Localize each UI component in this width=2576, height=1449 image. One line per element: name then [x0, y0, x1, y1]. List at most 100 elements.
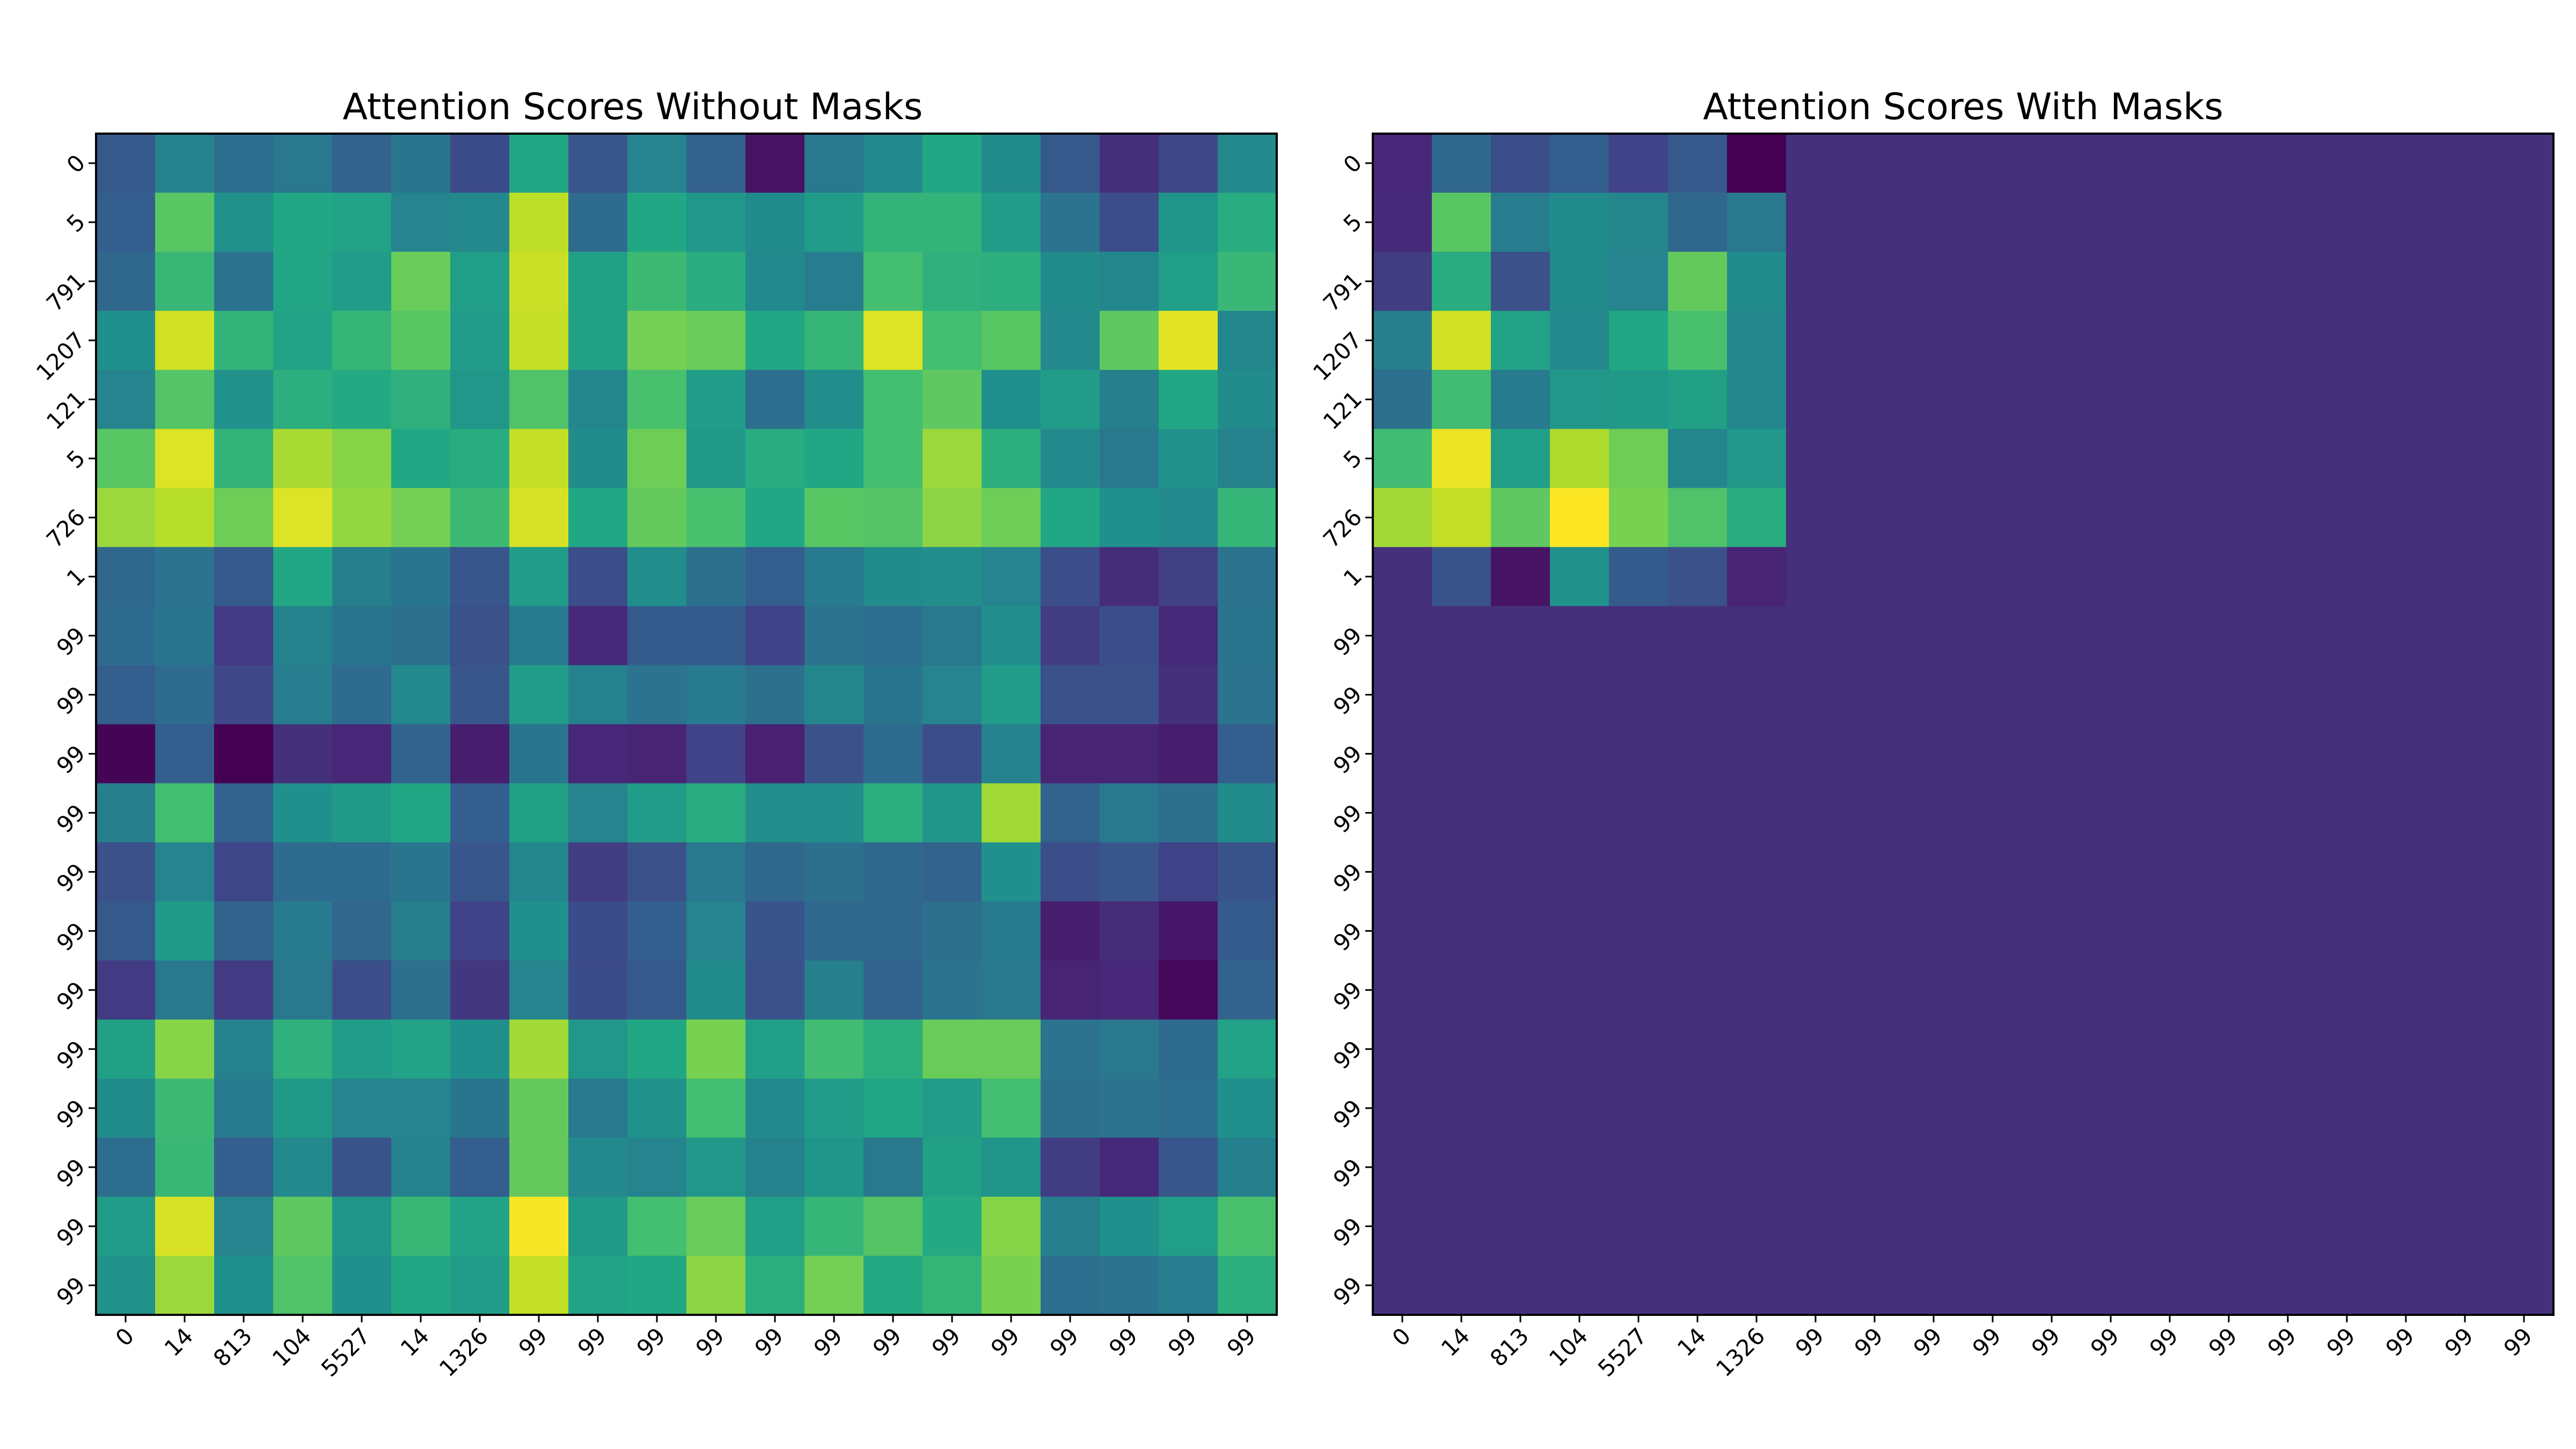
x-tick-label: 99	[2499, 1323, 2537, 1362]
heatmap-cell	[1432, 1019, 1491, 1079]
heatmap-cell	[96, 1078, 156, 1138]
heatmap-cell	[1159, 488, 1218, 548]
x-tick-label: 99	[1790, 1323, 1829, 1362]
heatmap-cell	[1786, 665, 1846, 725]
heatmap-cell	[1432, 429, 1491, 489]
heatmap-cell	[96, 606, 156, 666]
heatmap-cell	[2199, 1137, 2259, 1197]
heatmap-cell	[1373, 193, 1432, 252]
heatmap-cell	[273, 1137, 333, 1197]
heatmap-cell	[745, 311, 805, 370]
heatmap-cell	[686, 842, 746, 902]
y-tick-label: 121	[1318, 386, 1367, 435]
heatmap-cell	[96, 311, 156, 370]
heatmap-cell	[745, 1255, 805, 1315]
heatmap-cell	[923, 311, 982, 370]
heatmap-cell	[1041, 429, 1100, 489]
heatmap-cell	[923, 1196, 982, 1256]
heatmap-cell	[2317, 724, 2377, 784]
heatmap-cell	[1963, 429, 2023, 489]
y-tick-label: 0	[62, 150, 91, 179]
heatmap-cell	[509, 134, 569, 193]
x-tick-label: 99	[2026, 1323, 2065, 1362]
heatmap-cell	[923, 488, 982, 548]
heatmap-cell	[391, 488, 451, 548]
heatmap-cell	[96, 193, 156, 252]
heatmap-cell	[1373, 547, 1432, 607]
heatmap-cell	[804, 842, 864, 902]
heatmap-cell	[2376, 724, 2436, 784]
x-tick-label: 99	[1045, 1323, 1084, 1362]
heatmap-cell	[214, 429, 274, 489]
heatmap-cell	[745, 1196, 805, 1256]
heatmap-cell	[391, 783, 451, 843]
heatmap-cell	[2258, 488, 2318, 548]
heatmap-cell	[686, 488, 746, 548]
heatmap-cell	[568, 1019, 628, 1079]
heatmap-cell	[1550, 842, 1609, 902]
y-tick-label: 99	[1328, 1153, 1367, 1192]
heatmap-cell	[332, 370, 392, 430]
y-tick-label: 99	[52, 799, 90, 838]
heatmap-cell	[1668, 724, 1728, 784]
x-axis-ticks: 0 14 813 104 5527 14 1326 99 99 99 99 99 99 99 99 99 99 9…	[111, 1315, 1261, 1382]
heatmap-cell	[450, 1019, 510, 1079]
heatmap-cell	[2199, 724, 2259, 784]
heatmap-cell	[982, 1196, 1041, 1256]
heatmap-cell	[391, 370, 451, 430]
x-tick-label: 99	[750, 1323, 788, 1362]
heatmap-cell	[1668, 1137, 1728, 1197]
heatmap-cell	[982, 429, 1041, 489]
heatmap-cell	[273, 783, 333, 843]
heatmap-cell	[1218, 193, 1277, 252]
heatmap-cell	[1550, 665, 1609, 725]
heatmap-cell	[1963, 134, 2023, 193]
heatmap-cell	[923, 1137, 982, 1197]
heatmap-cell	[332, 606, 392, 666]
heatmap-cell	[2435, 842, 2495, 902]
heatmap-cell	[2494, 134, 2554, 193]
heatmap-cell	[1159, 606, 1218, 666]
heatmap-cell	[1963, 370, 2023, 430]
heatmap-cell	[686, 1196, 746, 1256]
heatmap-cell	[2022, 311, 2082, 370]
x-tick-label: 99	[1163, 1323, 1202, 1362]
y-tick-label: 99	[1328, 622, 1367, 661]
heatmap-cell	[804, 1137, 864, 1197]
heatmap-cell	[214, 252, 274, 311]
heatmap-cell	[923, 901, 982, 961]
heatmap-cell	[155, 193, 215, 252]
chart-title: Attention Scores Without Masks	[343, 86, 923, 128]
y-tick-label: 99	[1328, 1035, 1367, 1074]
heatmap-cell	[923, 960, 982, 1020]
heatmap-cell	[391, 842, 451, 902]
heatmap-cell	[332, 1196, 392, 1256]
heatmap-cell	[1218, 488, 1277, 548]
heatmap-cell	[509, 901, 569, 961]
heatmap-cell	[273, 1196, 333, 1256]
heatmap-cell	[627, 665, 687, 725]
heatmap-cell	[155, 252, 215, 311]
heatmap-cell	[1609, 547, 1668, 607]
heatmap-cell	[1491, 606, 1550, 666]
heatmap-cell	[2258, 547, 2318, 607]
heatmap-cell	[1845, 724, 1905, 784]
heatmap-cell	[2435, 429, 2495, 489]
x-tick-label: 14	[159, 1323, 198, 1362]
heatmap-cell	[1963, 311, 2023, 370]
heatmap-cell	[2376, 783, 2436, 843]
x-tick-label: 99	[868, 1323, 906, 1362]
heatmap-cell	[1786, 1019, 1846, 1079]
heatmap-cell	[332, 783, 392, 843]
heatmap-cell	[214, 901, 274, 961]
heatmap-cell	[1218, 1137, 1277, 1197]
heatmap-cell	[863, 783, 923, 843]
heatmap-cell	[1100, 783, 1159, 843]
heatmap-cell	[2022, 724, 2082, 784]
heatmap-cell	[2081, 1196, 2141, 1256]
heatmap-cell	[1786, 429, 1846, 489]
heatmap-cell	[2199, 1255, 2259, 1315]
heatmap-cell	[627, 547, 687, 607]
heatmap-cell	[2081, 842, 2141, 902]
heatmap-cell	[2140, 252, 2200, 311]
